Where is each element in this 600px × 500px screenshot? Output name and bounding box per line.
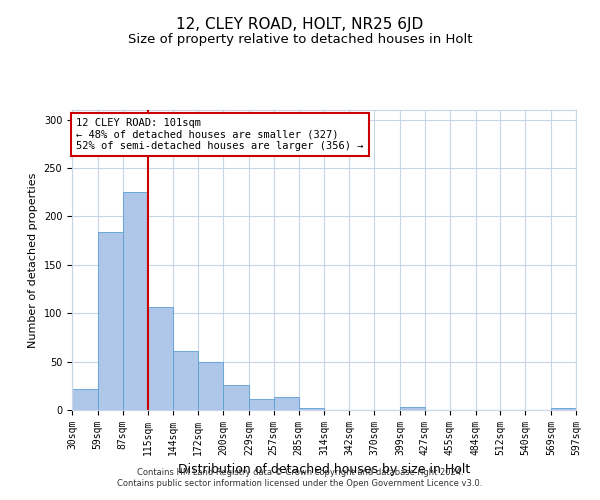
X-axis label: Distribution of detached houses by size in Holt: Distribution of detached houses by size …	[178, 464, 470, 476]
Bar	[173, 351, 198, 410]
Bar	[400, 407, 425, 410]
Bar	[148, 308, 173, 410]
Bar	[299, 408, 325, 410]
Bar	[198, 362, 223, 410]
Bar	[98, 232, 122, 410]
Bar	[122, 192, 148, 410]
Bar	[223, 385, 249, 410]
Y-axis label: Number of detached properties: Number of detached properties	[28, 172, 38, 348]
Text: Contains HM Land Registry data © Crown copyright and database right 2024.
Contai: Contains HM Land Registry data © Crown c…	[118, 468, 482, 487]
Bar	[249, 400, 274, 410]
Text: 12 CLEY ROAD: 101sqm
← 48% of detached houses are smaller (327)
52% of semi-deta: 12 CLEY ROAD: 101sqm ← 48% of detached h…	[76, 118, 364, 151]
Text: 12, CLEY ROAD, HOLT, NR25 6JD: 12, CLEY ROAD, HOLT, NR25 6JD	[176, 18, 424, 32]
Bar	[72, 388, 98, 410]
Bar	[551, 408, 576, 410]
Bar	[274, 398, 299, 410]
Text: Size of property relative to detached houses in Holt: Size of property relative to detached ho…	[128, 32, 472, 46]
